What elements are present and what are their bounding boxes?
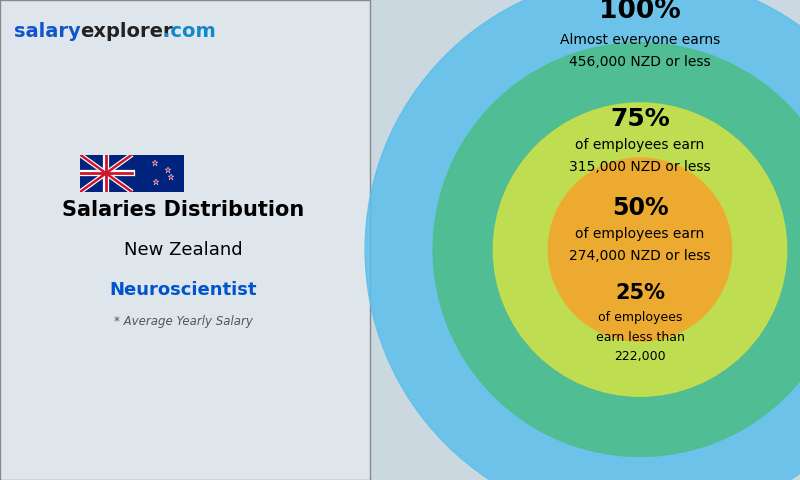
Text: 25%: 25% xyxy=(615,283,665,303)
Circle shape xyxy=(494,103,786,396)
Text: Neuroscientist: Neuroscientist xyxy=(110,281,257,299)
Text: 315,000 NZD or less: 315,000 NZD or less xyxy=(569,160,711,174)
Text: .com: .com xyxy=(163,22,216,41)
Circle shape xyxy=(433,43,800,456)
FancyBboxPatch shape xyxy=(0,0,370,480)
Text: of employees earn: of employees earn xyxy=(575,227,705,241)
Circle shape xyxy=(548,158,732,341)
Text: 222,000: 222,000 xyxy=(614,350,666,363)
Text: Salaries Distribution: Salaries Distribution xyxy=(62,200,304,220)
Text: 456,000 NZD or less: 456,000 NZD or less xyxy=(569,55,711,70)
Text: 50%: 50% xyxy=(612,196,668,220)
Text: 100%: 100% xyxy=(599,0,681,24)
Text: * Average Yearly Salary: * Average Yearly Salary xyxy=(114,315,253,328)
Text: 75%: 75% xyxy=(610,107,670,131)
Text: explorer: explorer xyxy=(80,22,173,41)
Text: of employees earn: of employees earn xyxy=(575,138,705,152)
Text: New Zealand: New Zealand xyxy=(124,241,242,259)
Text: salary: salary xyxy=(14,22,81,41)
Text: Almost everyone earns: Almost everyone earns xyxy=(560,33,720,47)
Text: 274,000 NZD or less: 274,000 NZD or less xyxy=(570,249,710,263)
Text: of employees: of employees xyxy=(598,311,682,324)
Circle shape xyxy=(365,0,800,480)
Text: earn less than: earn less than xyxy=(595,331,685,344)
